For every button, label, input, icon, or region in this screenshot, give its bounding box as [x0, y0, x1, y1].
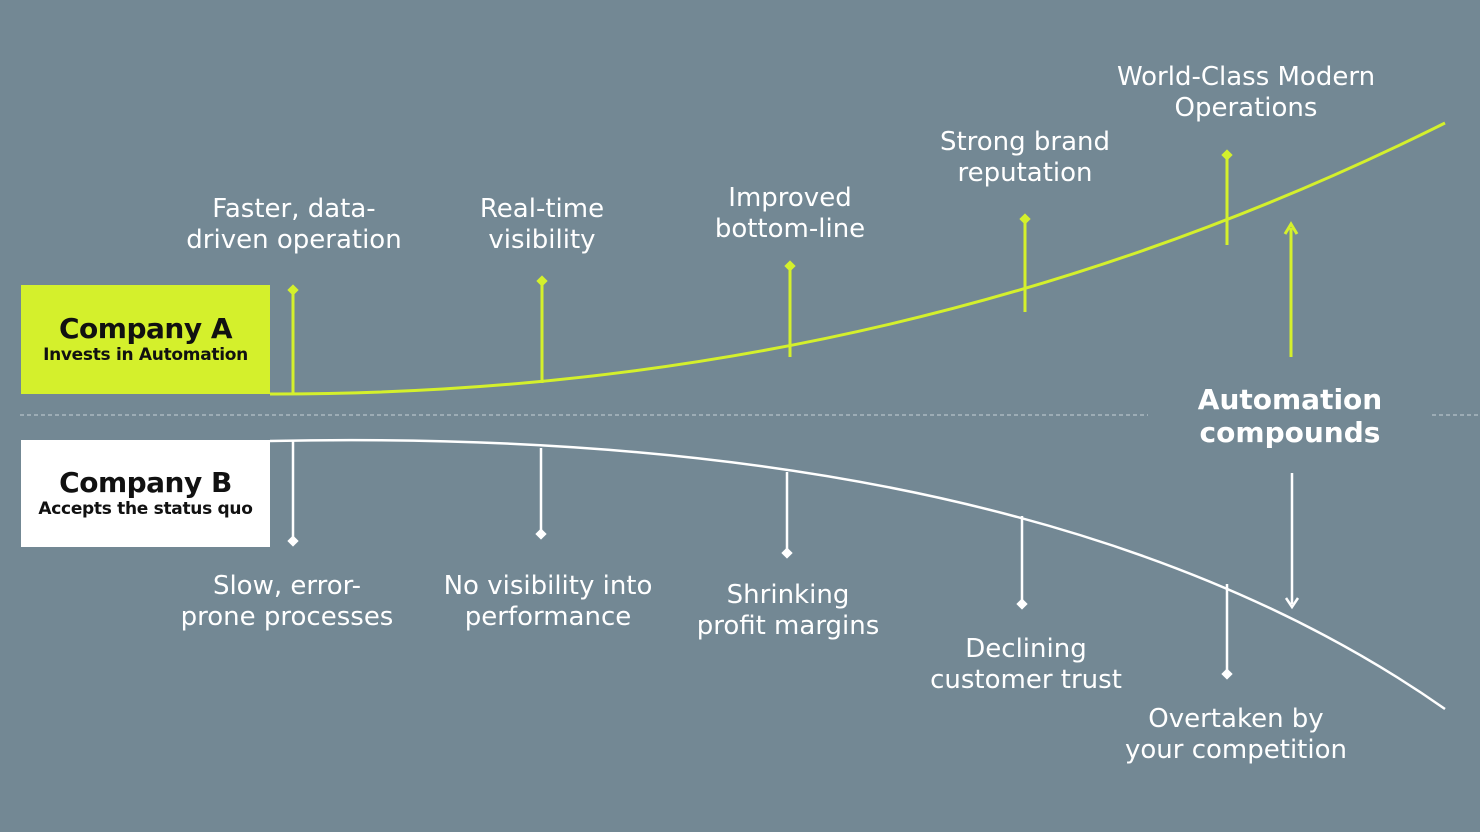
milestone-a-2-line2: visibility [488, 225, 596, 255]
milestone-b-2-label: No visibility into performance [444, 571, 653, 633]
milestone-b-2-line2: performance [464, 602, 632, 632]
milestone-a-5-label: World-Class Modern Operations [1117, 62, 1375, 124]
milestone-b-1-line2: prone processes [180, 602, 394, 632]
milestone-b-3-line1: Shrinking [726, 580, 850, 610]
stem-a-4-diamond [1019, 213, 1031, 225]
milestone-a-2-line1: Real-time [479, 194, 605, 224]
company-a-title: Company A [58, 312, 233, 346]
milestone-a-1-line2: driven operation [186, 225, 402, 255]
milestone-b-1-label: Slow, error- prone processes [181, 571, 394, 633]
company-b-curve [269, 438, 1446, 711]
milestone-b-5-line1: Overtaken by [1148, 704, 1324, 734]
stem-b-2-diamond [535, 528, 547, 540]
milestone-a-1-label: Faster, data- driven operation [186, 194, 401, 256]
company-a-curve [269, 121, 1446, 396]
stem-a-3-diamond [784, 260, 796, 272]
company-a-stems [287, 149, 1233, 394]
milestone-a-5-line2: Operations [1174, 93, 1318, 123]
milestone-b-2-line1: No visibility into [443, 571, 653, 601]
milestone-a-1-line1: Faster, data- [212, 194, 376, 224]
automation-compounds-label: Automation compounds [1198, 383, 1382, 449]
down-arrow-head [1284, 597, 1300, 610]
center-label-line1: Automation [1197, 383, 1383, 416]
stem-b-4-diamond [1016, 598, 1028, 610]
milestone-a-3-line1: Improved [728, 183, 852, 213]
milestone-b-4-line1: Declining [965, 634, 1087, 664]
milestone-b-5-line2: your competition [1125, 735, 1347, 765]
milestone-b-3-line2: profit margins [696, 611, 880, 641]
stem-a-5-diamond [1221, 149, 1233, 161]
milestone-a-3-label: Improved bottom-line [715, 183, 865, 245]
milestone-b-1-line1: Slow, error- [212, 571, 362, 601]
stem-b-5-diamond [1221, 668, 1233, 680]
company-b-subtitle: Accepts the status quo [38, 499, 253, 520]
milestone-b-4-line2: customer trust [930, 665, 1122, 695]
milestone-a-4-label: Strong brand reputation [940, 127, 1110, 189]
milestone-a-5-line1: World-Class Modern [1116, 62, 1376, 92]
milestone-a-2-label: Real-time visibility [480, 194, 604, 256]
stem-a-2-diamond [536, 275, 548, 287]
company-b-box: Company B Accepts the status quo [21, 440, 270, 547]
center-arrows [1283, 221, 1300, 610]
up-arrow-head [1283, 221, 1299, 235]
stem-a-1-diamond [287, 284, 299, 296]
company-b-title: Company B [59, 466, 232, 500]
milestone-b-4-label: Declining customer trust [930, 634, 1122, 696]
milestone-a-3-line2: bottom-line [714, 214, 866, 244]
milestone-a-4-line1: Strong brand [939, 127, 1111, 157]
company-a-box: Company A Invests in Automation [21, 285, 270, 394]
stem-b-3-diamond [781, 547, 793, 559]
company-a-subtitle: Invests in Automation [43, 345, 248, 366]
company-b-stems [287, 441, 1233, 680]
milestone-a-4-line2: reputation [957, 158, 1093, 188]
stem-b-1-diamond [287, 535, 299, 547]
milestone-b-3-label: Shrinking profit margins [697, 580, 880, 642]
milestone-b-5-label: Overtaken by your competition [1125, 704, 1347, 766]
center-label-line2: compounds [1199, 416, 1381, 449]
